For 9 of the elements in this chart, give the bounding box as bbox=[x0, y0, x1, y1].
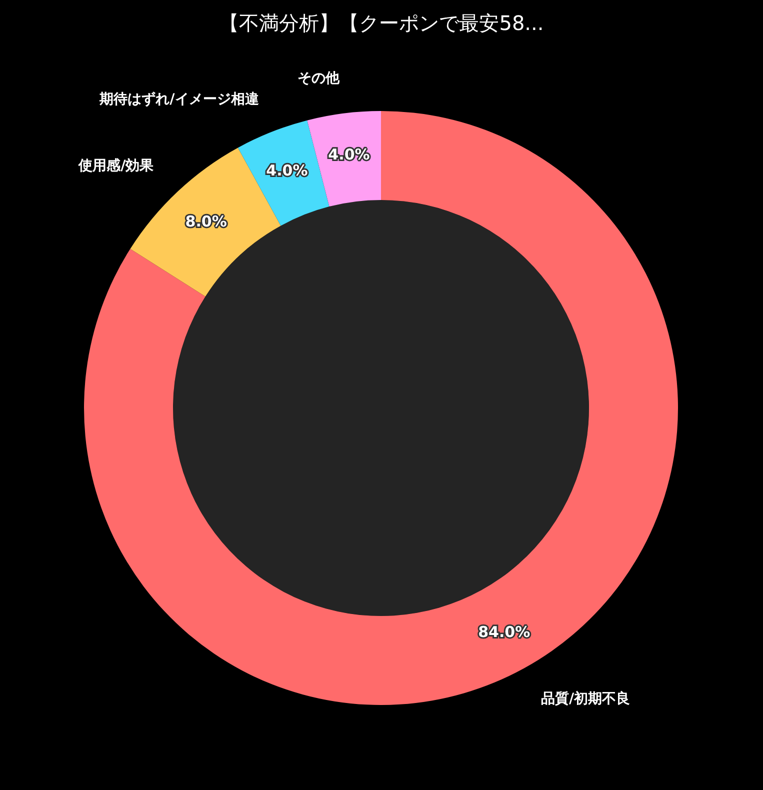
slice-label: 品質/初期不良 bbox=[540, 690, 630, 707]
chart-title: 【不満分析】【クーポンで最安58... bbox=[219, 11, 544, 35]
data-label: 4.0% bbox=[266, 161, 308, 180]
data-label: 4.0% bbox=[328, 146, 370, 164]
slice-label: 期待はずれ/イメージ相違 bbox=[98, 91, 260, 108]
data-label: 8.0% bbox=[185, 212, 227, 231]
slice-label: その他 bbox=[297, 70, 340, 87]
slice-label: 使用感/効果 bbox=[78, 158, 155, 174]
data-label: 84.0% bbox=[478, 622, 530, 641]
